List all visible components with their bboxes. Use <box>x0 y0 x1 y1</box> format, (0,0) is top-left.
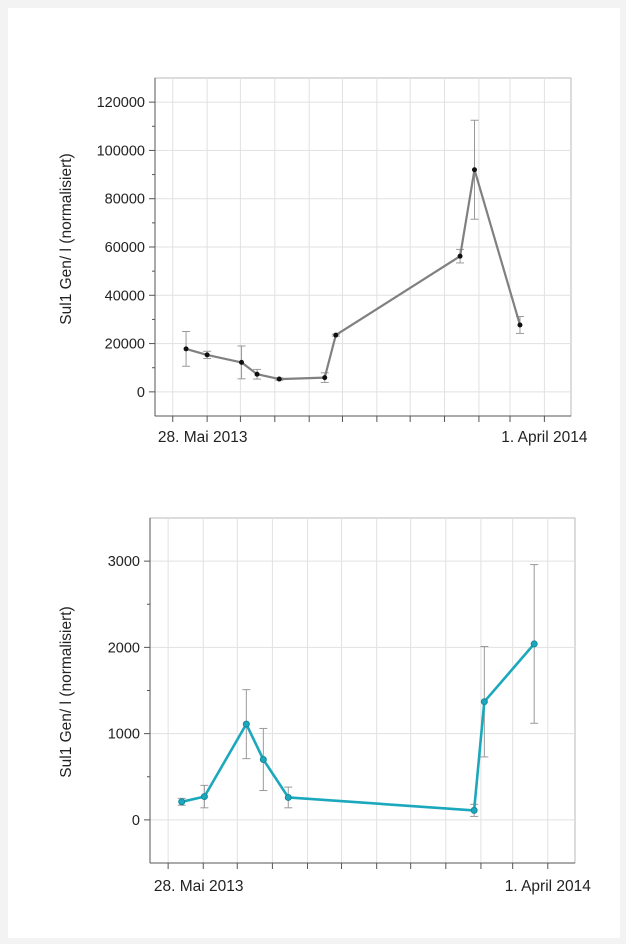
figure-page: 0 20000 40000 60000 80000 100000 120000 28. Mai… <box>8 8 620 938</box>
chart1-series-line <box>185 168 522 381</box>
chart1-xtick-label: 28. Mai 2013 <box>158 429 248 446</box>
chart1-data-point <box>276 376 282 382</box>
chart2-xtick-label: 28. Mai 2013 <box>154 878 244 895</box>
chart2-ytick-label: 1000 <box>108 727 140 743</box>
chart1-xtick-label: 1. April 2014 <box>501 429 588 446</box>
chart2-data-point <box>242 720 250 728</box>
chart1-y-axis-label: Sul1 Gen/ l (normalisiert) <box>58 153 75 324</box>
chart-bottom: 0 1000 2000 3000 28. Mai 2013 1. April 2014 Su… <box>58 517 592 895</box>
chart1-data-point <box>457 253 463 259</box>
chart2-ytick-label: 3000 <box>108 554 140 570</box>
chart1-data-point <box>239 359 245 365</box>
chart2-series-line <box>181 643 536 812</box>
chart-top: 0 20000 40000 60000 80000 100000 120000 28. Mai… <box>58 77 588 446</box>
chart2-data-point <box>259 756 267 763</box>
chart1-ytick-label: 60000 <box>105 240 145 256</box>
chart1-data-point <box>471 167 477 173</box>
chart2-ytick-label: 2000 <box>108 640 140 656</box>
chart1-ytick-label: 80000 <box>105 192 145 208</box>
chart2-plot-frame <box>149 517 576 864</box>
chart2-data-point <box>284 793 292 801</box>
chart1-data-point <box>204 352 210 358</box>
chart1-ytick-label: 100000 <box>97 143 145 159</box>
chart1-data-point <box>254 371 260 377</box>
chart1-ytick-label: 20000 <box>105 337 145 353</box>
chart1-ytick-label: 40000 <box>105 288 145 304</box>
chart2-ytick-label: 0 <box>132 813 140 829</box>
chart2-y-axis-label: Sul1 Gen/ l (normalisiert) <box>58 606 75 777</box>
chart2-data-point <box>200 793 208 801</box>
chart1-data-point <box>183 346 189 352</box>
chart1-ytick-label: 120000 <box>97 95 145 111</box>
chart2-data-point <box>470 806 478 814</box>
chart1-data-point <box>517 322 523 328</box>
chart2-data-point <box>178 798 186 806</box>
chart1-data-point <box>322 375 328 381</box>
chart1-data-point <box>333 332 339 338</box>
chart2-data-point <box>530 640 538 648</box>
chart2-xtick-label: 1. April 2014 <box>505 878 592 895</box>
chart1-ytick-label: 0 <box>137 385 145 401</box>
chart2-data-point <box>480 698 488 706</box>
